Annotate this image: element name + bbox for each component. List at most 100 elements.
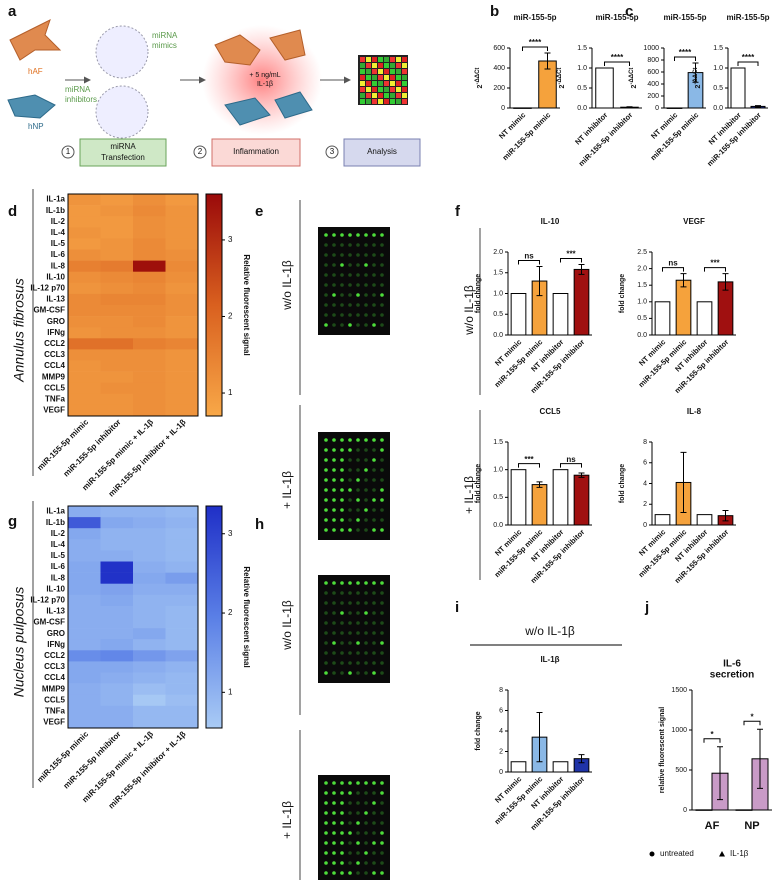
heat-cell [165,617,199,629]
array-spot [348,831,352,835]
heat-cell [68,705,101,718]
bar [654,514,671,526]
error-bar [536,266,543,297]
heat-cell [68,683,101,695]
row-label: IL-1a [46,507,65,516]
significance-bracket [704,267,726,272]
y-axis-label: 2-ΔΔCt [475,68,484,89]
heat-cell [100,506,134,518]
array-spot [356,651,360,655]
heat-cell [133,716,166,729]
error-bar [578,472,585,478]
array-spot [356,448,360,452]
array-spot [348,631,352,635]
array-spot [372,781,376,785]
array-spot [348,651,352,655]
array-spot [364,871,368,875]
array-spot [380,841,384,845]
array-spot [356,591,360,595]
array-spot [340,323,344,327]
array-spot [348,273,352,277]
array-spot [348,488,352,492]
array-spot [324,253,328,257]
heat-cell [165,305,199,317]
array-spot [324,791,328,795]
array-spot [324,811,328,815]
heat-cell [133,371,166,383]
array-spot [372,243,376,247]
y-tick-label: 600 [647,69,659,76]
y-tick-label: 0 [643,522,647,529]
array-spot [324,498,328,502]
array-spot [324,313,328,317]
array-spot [324,821,328,825]
array-spot [364,781,368,785]
array-spot [324,861,328,865]
array-spot [348,233,352,237]
plate-well [384,87,389,92]
heat-cell [100,672,134,684]
heat-cell [165,561,199,573]
row-label: TNFa [45,394,66,403]
heat-cell [68,617,101,629]
error-bar [578,263,585,275]
vesicle-label: mimics [152,41,177,50]
step-circle [61,145,75,159]
plate-well [402,99,407,104]
heat-cell [68,327,101,339]
heat-cell [68,539,101,551]
plate-well [384,63,389,68]
row-label: IL-13 [46,607,65,616]
condition-label: w/o IL-1β [280,600,294,651]
heat-cell [165,349,199,361]
heat-cell [68,661,101,673]
array-spot [324,303,328,307]
bar [666,107,683,109]
step-number: 3 [330,147,335,156]
heat-cell [165,539,199,551]
heat-cell [133,650,166,662]
heat-cell [165,705,199,718]
heat-cell [100,349,134,361]
array-spot [372,841,376,845]
y-tick-label: 1.0 [577,65,587,72]
row-label: MMP9 [42,372,66,381]
array-spot [332,488,336,492]
heat-cell [100,360,134,372]
array-spot [372,468,376,472]
array-spot [332,781,336,785]
bar [531,484,548,526]
array-spot [380,671,384,675]
significance-label: ns [566,455,576,464]
heat-cell [165,639,199,651]
array-spot [332,651,336,655]
array-spot [356,243,360,247]
array-spot [348,871,352,875]
y-tick-label: 0 [683,807,687,814]
row-label: IL-2 [51,529,66,538]
array-spot [372,821,376,825]
heat-cell [100,628,134,640]
heat-cell [133,404,166,417]
array-spot [372,851,376,855]
bar [675,279,692,336]
array-spot [364,801,368,805]
array-spot [332,458,336,462]
array-spot [340,313,344,317]
colorbar-label: Relative fluorescent signal [242,566,251,667]
array-spot [372,488,376,492]
error-bar [722,273,729,291]
array-spot [380,631,384,635]
plate-well [366,81,371,86]
array-spot [348,801,352,805]
array-spot [380,811,384,815]
significance-label: **** [529,38,542,47]
plate-well [360,69,365,74]
heat-cell [100,694,134,707]
plate-well [402,75,407,80]
array-spot [348,508,352,512]
heat-cell [165,528,199,540]
array-spot [356,488,360,492]
heat-cell [133,672,166,684]
heat-cell [165,716,199,729]
